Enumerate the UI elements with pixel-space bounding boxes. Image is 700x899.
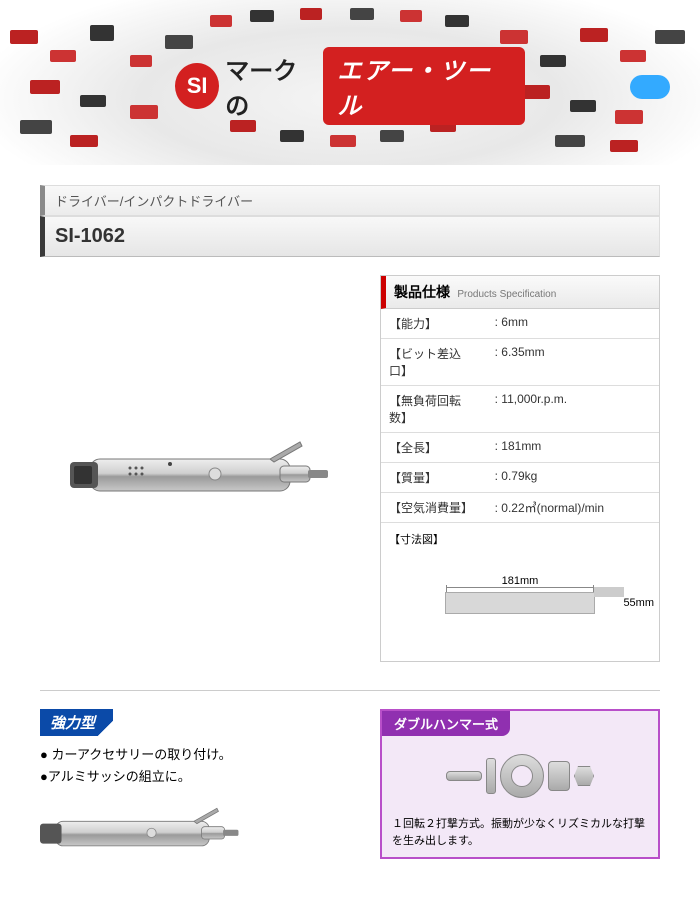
tool-icon <box>10 30 38 44</box>
tool-icon <box>130 55 152 67</box>
tool-icon <box>615 110 643 124</box>
mechanism-title: ダブルハンマー式 <box>382 711 510 736</box>
spec-value: : 6mm <box>487 309 659 339</box>
spec-row: 【ビット差込口】: 6.35mm <box>381 339 659 386</box>
spec-label: 【空気消費量】 <box>381 493 487 523</box>
tool-icon <box>555 135 585 147</box>
category-label: ドライバー/インパクトドライバー <box>40 185 660 216</box>
brand-logo-icon: SI <box>175 63 219 109</box>
spec-value: : 6.35mm <box>487 339 659 386</box>
spec-label: 【ビット差込口】 <box>381 339 487 386</box>
tool-icon <box>80 95 106 107</box>
tool-icon <box>400 10 422 22</box>
spec-row: 【空気消費量】: 0.22㎥(normal)/min <box>381 493 659 523</box>
tool-icon <box>570 100 596 112</box>
spec-label: 【能力】 <box>381 309 487 339</box>
hero-text-2: エアー・ツール <box>323 47 525 125</box>
spec-header-jp: 製品仕様 <box>394 284 450 300</box>
tool-icon <box>210 15 232 27</box>
spec-value: : 11,000r.p.m. <box>487 386 659 433</box>
strong-type-tag: 強力型 <box>40 709 113 736</box>
spec-label: 【無負荷回転数】 <box>381 386 487 433</box>
tool-icon <box>500 30 528 44</box>
hero-banner: SI マークの エアー・ツール <box>0 0 700 165</box>
tool-icon <box>620 50 646 62</box>
bullet-1: ● カーアクセサリーの取り付け。 <box>40 744 360 766</box>
spec-value: : 181mm <box>487 433 659 463</box>
mechanism-description: １回転２打撃方式。振動が少なくリズミカルな打撃を生み出します。 <box>382 816 658 849</box>
tool-icon <box>350 8 374 20</box>
spec-label: 【質量】 <box>381 463 487 493</box>
spec-value: : 0.79kg <box>487 463 659 493</box>
tool-icon <box>300 8 322 20</box>
dimension-length: 181mm <box>502 575 539 587</box>
spec-label: 【全長】 <box>381 433 487 463</box>
section-divider <box>40 690 660 691</box>
tool-icon <box>380 130 404 142</box>
spec-header-en: Products Specification <box>457 289 556 300</box>
dimension-label: 【寸法図】 <box>389 531 651 547</box>
tool-icon <box>630 75 670 99</box>
spec-row: 【質量】: 0.79kg <box>381 463 659 493</box>
spec-row: 【全長】: 181mm <box>381 433 659 463</box>
tool-icon <box>30 80 60 94</box>
tool-icon <box>540 55 566 67</box>
tool-icon <box>610 140 638 152</box>
impact-driver-small-icon <box>40 794 240 864</box>
tool-icon <box>90 25 114 41</box>
impact-driver-icon <box>70 424 330 514</box>
tool-icon <box>280 130 304 142</box>
tool-icon <box>330 135 356 147</box>
dimension-height: 55mm <box>623 597 654 609</box>
mechanism-box: ダブルハンマー式 １回転２打撃方式。振動が少なくリズミカルな打撃を生み出します。 <box>380 709 660 859</box>
tool-icon <box>130 105 158 119</box>
spec-row: 【無負荷回転数】: 11,000r.p.m. <box>381 386 659 433</box>
tool-icon <box>655 30 685 44</box>
model-number: SI-1062 <box>40 216 660 257</box>
dimension-diagram: 181mm 55mm <box>389 553 651 653</box>
bullet-2: ●アルミサッシの組立に。 <box>40 766 360 788</box>
hero-text-1: マークの <box>225 51 317 121</box>
spec-header: 製品仕様 Products Specification <box>381 276 659 309</box>
spec-row: 【能力】: 6mm <box>381 309 659 339</box>
tool-icon <box>445 15 469 27</box>
tool-icon <box>50 50 76 62</box>
mechanism-diagram-icon <box>382 736 658 816</box>
tool-icon <box>20 120 52 134</box>
tool-icon <box>580 28 608 42</box>
tool-icon <box>70 135 98 147</box>
spec-value: : 0.22㎥(normal)/min <box>487 493 659 523</box>
product-image <box>40 275 360 662</box>
tool-icon <box>250 10 274 22</box>
spec-table: 製品仕様 Products Specification 【能力】: 6mm【ビッ… <box>380 275 660 662</box>
